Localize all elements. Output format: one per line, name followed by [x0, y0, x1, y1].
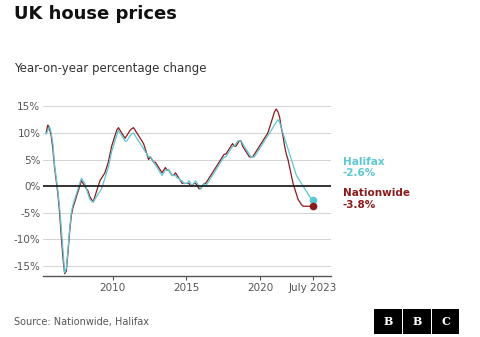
Text: Source: Nationwide, Halifax: Source: Nationwide, Halifax [14, 317, 149, 327]
Text: B: B [412, 316, 421, 327]
Text: B: B [384, 316, 393, 327]
Text: UK house prices: UK house prices [14, 5, 177, 23]
Text: Halifax
-2.6%: Halifax -2.6% [343, 157, 384, 179]
Text: Year-on-year percentage change: Year-on-year percentage change [14, 62, 207, 75]
Text: C: C [441, 316, 450, 327]
Text: Nationwide
-3.8%: Nationwide -3.8% [343, 188, 410, 210]
